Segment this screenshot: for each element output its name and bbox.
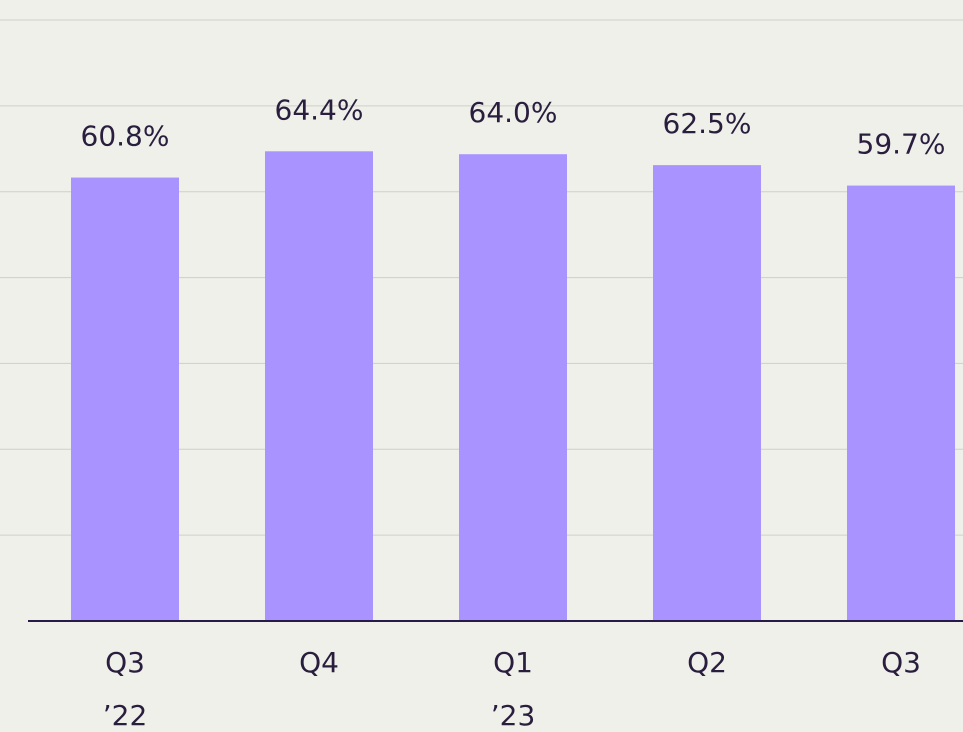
value-label: 62.5% [663,107,752,140]
value-label: 64.0% [469,96,558,129]
value-label: 59.7% [857,128,946,161]
value-label: 64.4% [275,93,364,126]
x-tick-label: Q2 [687,646,727,679]
bar [265,151,373,621]
x-tick-label: Q3 [881,646,921,679]
value-label: 60.8% [81,120,170,153]
bar [71,177,179,621]
x-tick-label: Q3 [105,646,145,679]
x-tick-label: Q4 [299,646,339,679]
bar [653,165,761,622]
x-tick-label: ’22 [103,699,148,732]
bar [459,154,567,621]
x-tick-label: Q1 [493,646,533,679]
x-tick-label: ’23 [491,699,536,732]
bar [847,185,955,621]
